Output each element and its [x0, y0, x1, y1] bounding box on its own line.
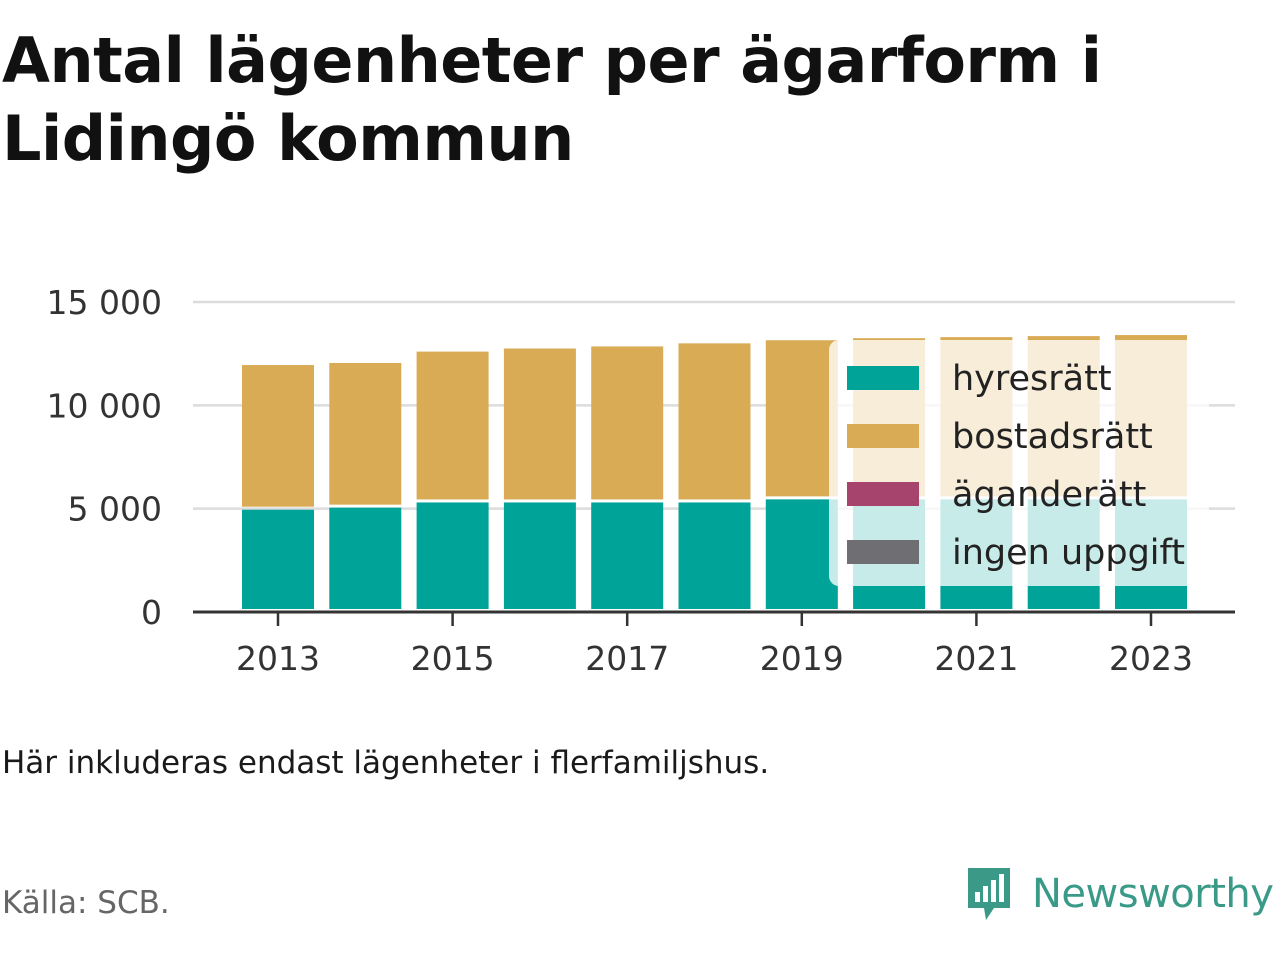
newsworthy-logo-icon: [968, 868, 1010, 920]
x-tick-label: 2015: [411, 639, 495, 678]
legend-box: [829, 340, 1209, 586]
bar-segment: [329, 362, 402, 505]
legend-swatch: [847, 366, 919, 390]
brand-name: Newsworthy: [1032, 871, 1274, 917]
bar-segment: [591, 346, 664, 500]
bar-segment: [678, 343, 751, 500]
x-tick-label: 2019: [760, 639, 844, 678]
bar-segment: [503, 348, 576, 500]
y-tick-label: 10 000: [47, 386, 162, 425]
legend-swatch: [847, 424, 919, 448]
legend-swatch: [847, 482, 919, 506]
bar-segment: [416, 351, 489, 500]
bar-segment: [503, 502, 576, 609]
bar-segment: [242, 365, 314, 507]
axes: 0 5 000 10 000 15 000 2013 2015 2017 2019 2021 20…: [47, 283, 1235, 678]
brand-logo: Newsworthy: [964, 862, 1274, 926]
bar-segment: [765, 499, 838, 609]
source-text: Källa: SCB.: [2, 885, 170, 921]
bar-segment: [765, 340, 838, 497]
bar-segment: [329, 507, 402, 609]
x-tick-label: 2013: [236, 639, 320, 678]
bar-segment: [416, 502, 489, 609]
chart-title: Antal lägenheter per ägarform i Lidingö …: [2, 24, 1102, 175]
chart-area: 0 5 000 10 000 15 000 2013 2015 2017 2019 2021 20…: [0, 270, 1280, 690]
bar-segment: [678, 502, 751, 609]
legend-label: bostadsrätt: [952, 417, 1153, 457]
legend-swatch: [847, 540, 919, 564]
chart-note: Här inkluderas endast lägenheter i flerf…: [2, 745, 770, 781]
legend-label: äganderätt: [952, 475, 1146, 515]
y-tick-label: 5 000: [68, 490, 162, 529]
legend-label: hyresrätt: [952, 359, 1112, 399]
x-tick-label: 2021: [934, 639, 1018, 678]
y-tick-label: 15 000: [47, 283, 162, 322]
stacked-bar-chart: 0 5 000 10 000 15 000 2013 2015 2017 2019 2021 20…: [47, 283, 1235, 678]
legend: hyresrätt bostadsrätt äganderätt ingen uppg…: [829, 340, 1209, 586]
x-tick-label: 2017: [585, 639, 669, 678]
x-tick-label: 2023: [1109, 639, 1193, 678]
bar-segment: [591, 502, 664, 609]
y-tick-label: 0: [141, 593, 162, 632]
legend-label: ingen uppgift: [952, 533, 1185, 573]
bar-segment: [242, 509, 314, 609]
